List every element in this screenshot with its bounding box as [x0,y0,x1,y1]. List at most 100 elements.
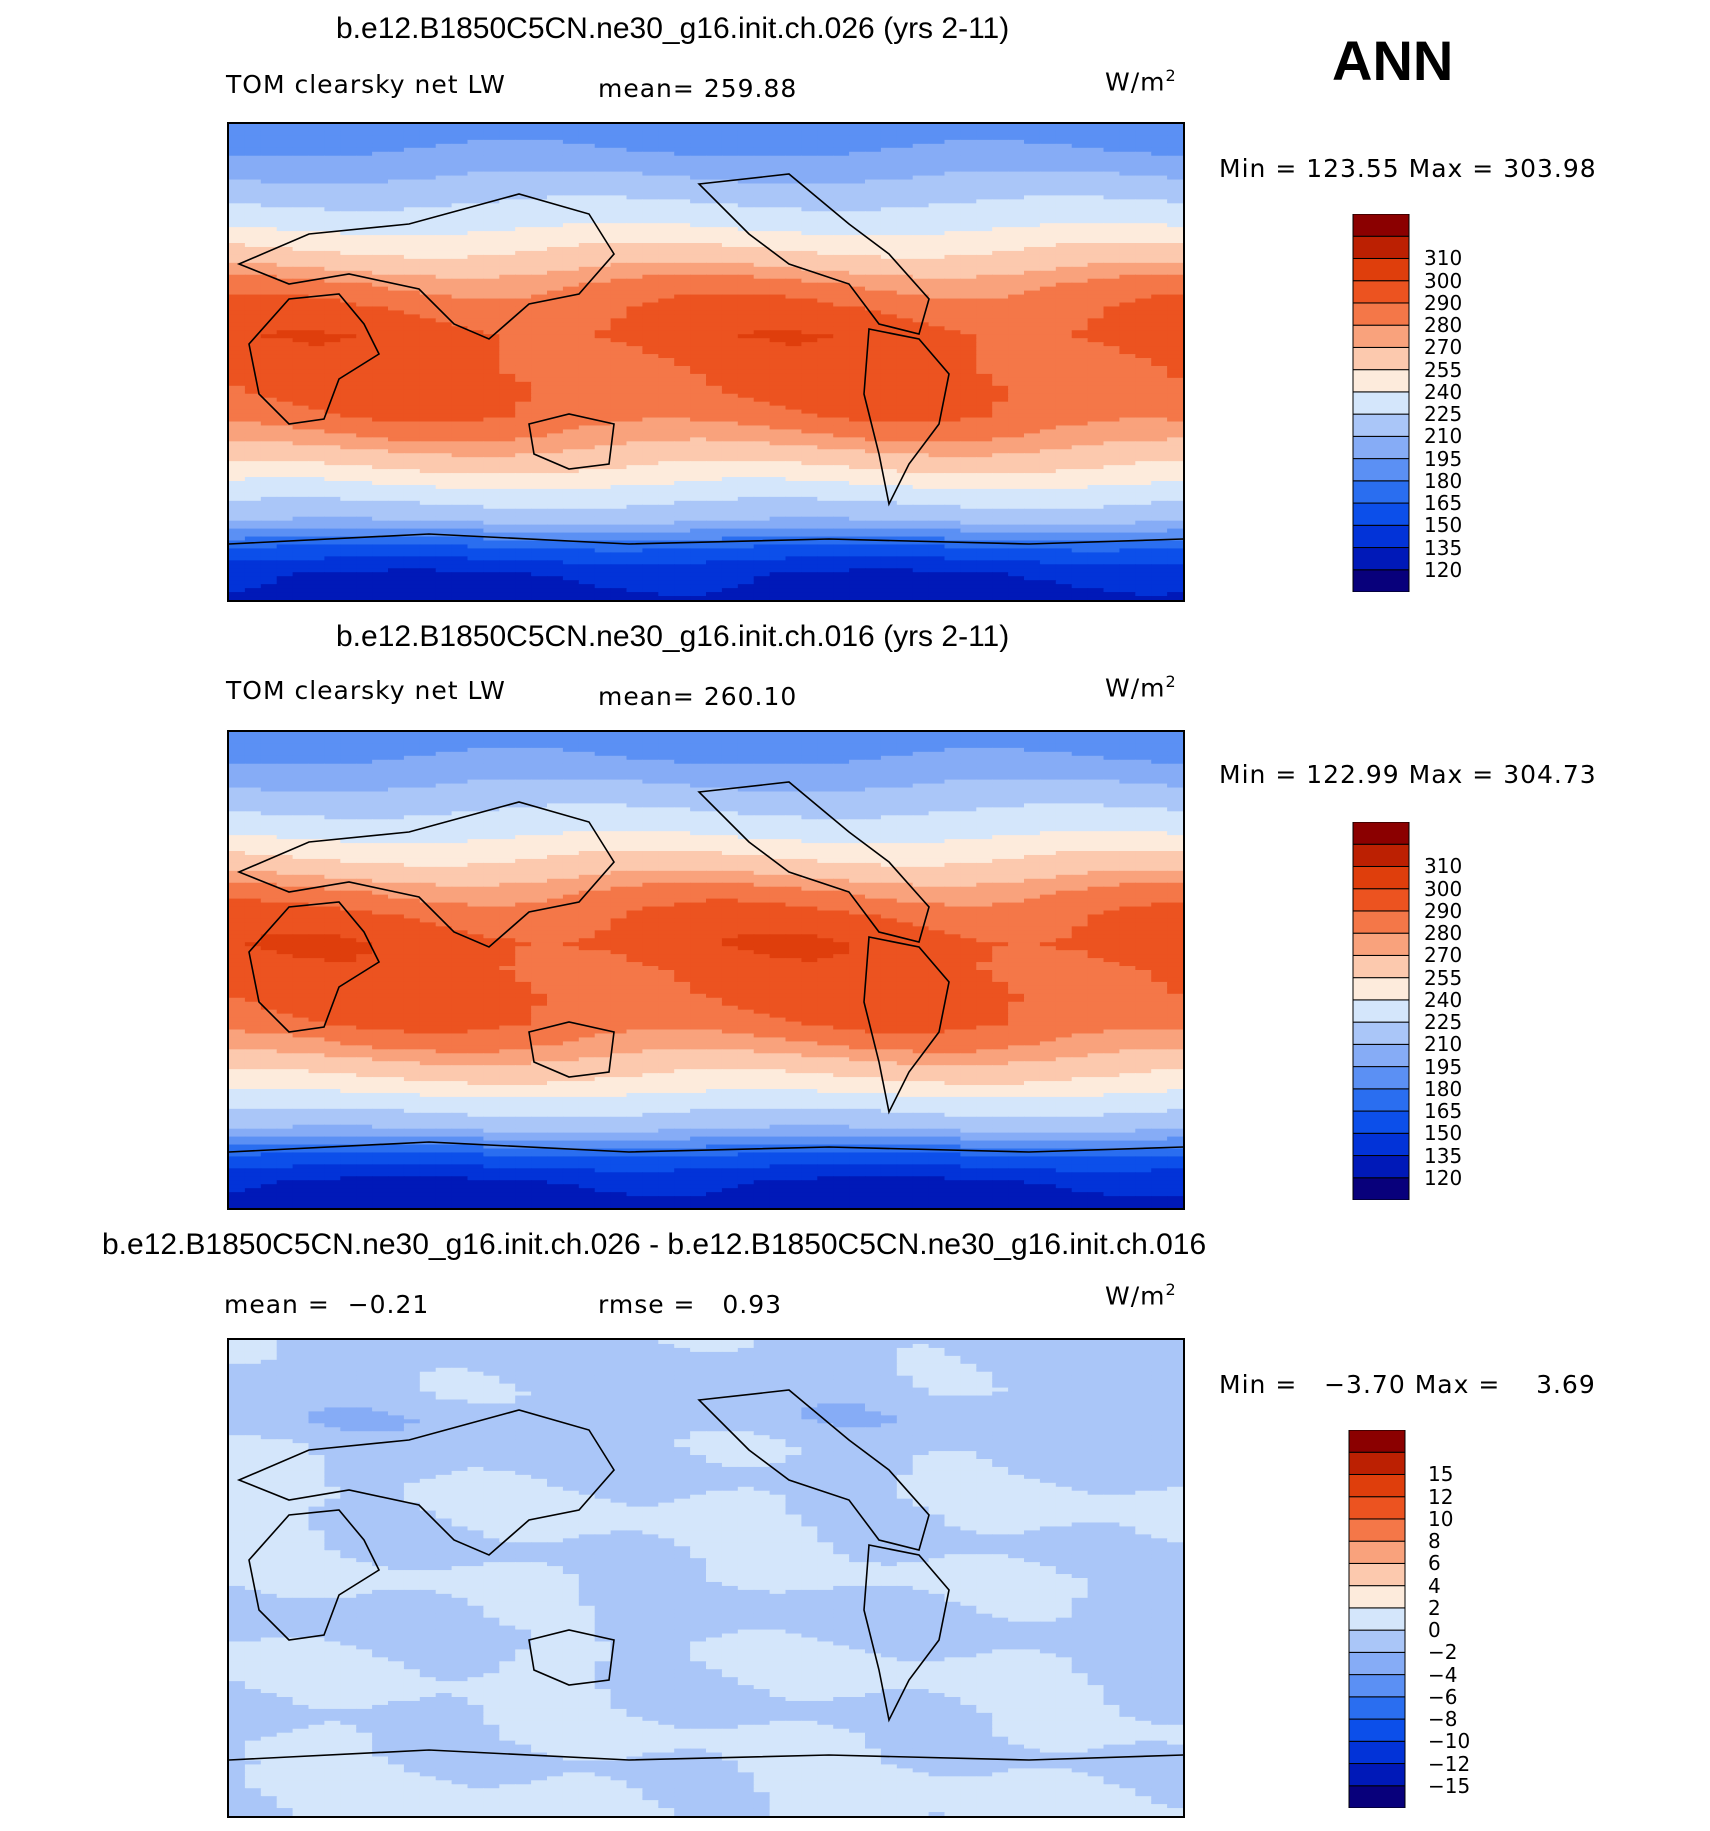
field-cell [244,369,262,375]
field-cell [1135,235,1152,240]
field-cell [1055,266,1073,272]
field-cell [721,139,739,145]
field-cell [849,322,866,327]
field-cell [833,124,850,129]
field-cell [1087,389,1105,395]
field-cell [626,302,643,308]
field-cell [928,393,946,399]
field-cell [1024,239,1041,244]
field-cell [896,254,914,260]
field-cell [880,350,898,355]
field-cell [562,266,580,272]
field-cell [960,330,977,335]
field-cell [849,254,866,260]
field-cell [435,334,453,339]
field-cell [976,354,993,359]
field-cell [658,231,675,236]
field-cell [260,342,278,347]
field-cell [403,453,421,458]
field-cell [419,314,437,319]
field-cell [229,203,246,208]
field-cell [467,135,484,141]
field-cell [419,171,437,177]
field-cell [642,294,659,300]
field-cell [562,254,580,260]
field-cell [451,163,469,169]
field-cell [992,334,1009,339]
field-cell [292,227,310,232]
field-cell [244,258,262,264]
field-cell [753,135,771,141]
field-cell [865,318,882,323]
field-cell [769,385,787,391]
field-cell [229,381,246,387]
field-cell [928,139,946,145]
field-cell [992,322,1009,327]
field-cell [721,227,739,232]
field-cell [276,306,294,312]
field-cell [753,298,771,304]
field-cell [403,235,421,240]
field-cell [880,362,898,367]
field-cell [467,211,484,216]
field-cell [356,250,373,256]
field-cell [356,417,373,423]
field-cell [1167,243,1183,248]
field-cell [658,254,675,260]
field-cell [801,223,818,228]
field-cell [674,151,691,157]
field-cell [403,449,421,454]
field-cell [515,159,532,165]
field-cell [1039,330,1057,335]
field-cell [737,143,755,149]
field-cell [928,377,946,383]
field-cell [642,127,659,133]
field-cell [419,334,437,339]
field-cell [451,219,469,224]
field-cell [658,127,675,133]
field-cell [244,417,262,423]
field-cell [260,350,278,355]
field-cell [817,429,834,434]
field-cell [674,179,691,185]
field-cell [562,401,580,407]
field-cell [976,266,993,272]
field-cell [880,219,898,224]
field-cell [880,433,898,438]
field-cell [451,326,469,331]
field-cell [1167,429,1183,434]
field-cell [499,147,516,153]
field-cell [419,147,437,153]
field-cell [260,179,278,185]
field-cell [658,246,675,252]
field-cell [1135,223,1152,228]
field-cell [737,294,755,300]
field-cell [833,167,850,173]
field-cell [928,409,946,415]
field-cell [340,338,357,343]
field-cell [324,159,341,165]
field-cell [880,155,898,161]
field-cell [578,139,596,145]
field-cell [308,302,325,308]
field-cell [1024,365,1041,371]
field-cell [896,167,914,173]
field-cell [928,179,946,185]
field-cell [817,167,834,173]
field-cell [833,385,850,391]
field-cell [356,310,373,315]
field-cell [801,437,818,442]
field-cell [229,417,246,423]
field-cell [817,179,834,185]
field-cell [658,215,675,220]
field-cell [992,266,1009,272]
field-cell [960,270,977,276]
field-cell [594,211,612,216]
field-cell [467,338,484,343]
field-cell [674,294,691,300]
field-cell [276,254,294,260]
field-cell [594,223,612,228]
field-cell [944,322,961,327]
field-cell [896,449,914,454]
field-cell [229,270,246,276]
